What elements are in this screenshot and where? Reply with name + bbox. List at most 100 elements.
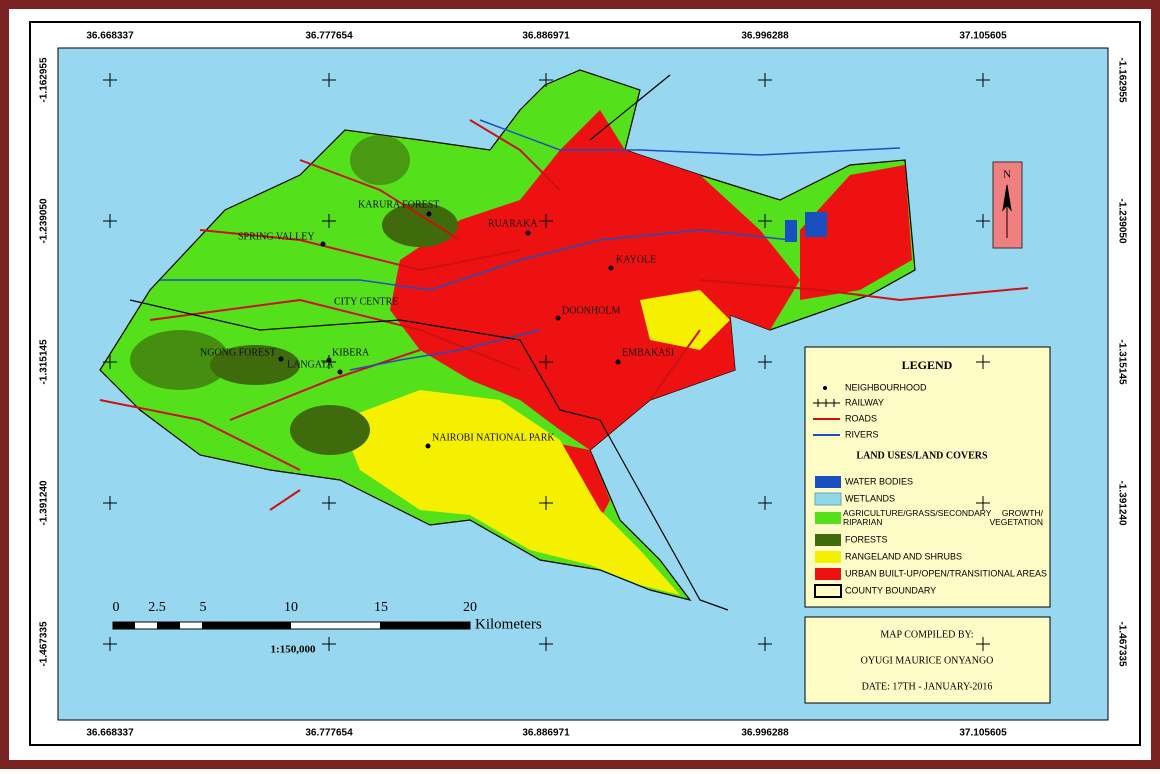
legend-label: RIVERS [845, 429, 879, 439]
graticule-cross [539, 214, 553, 228]
graticule: 36.668337 36.668337 36.777654 36.777654 36.8… [39, 31, 1128, 739]
y-coordinate-label: -1.391240 [1116, 480, 1127, 525]
place-point [425, 443, 431, 449]
legend-label: ROADS [845, 413, 877, 423]
place-label: NGONG FOREST [200, 347, 276, 358]
x-coordinate-label: 36.777654 [305, 31, 353, 42]
legend-swatch [815, 476, 841, 488]
place-label: DOONHOLM [562, 305, 620, 316]
legend-label: RANGELAND AND SHRUBS [845, 551, 962, 561]
legend-swatch [815, 568, 841, 580]
x-coordinate-label: 37.105605 [959, 728, 1007, 739]
x-coordinate-label: 36.996288 [741, 31, 789, 42]
scale-label: 10 [284, 600, 298, 615]
forest [382, 203, 458, 247]
scale-bar: 0 2.5 5 10 15 20 Kilometers 1:150,000 [112, 600, 542, 656]
x-coordinate-label: 36.668337 [86, 728, 134, 739]
place-label: KAYOLE [616, 254, 656, 265]
graticule-cross [103, 637, 117, 651]
y-coordinate-label: -1.315145 [39, 339, 50, 384]
credits-date: DATE: 17TH - JANUARY-2016 [862, 681, 993, 692]
forest [210, 345, 300, 385]
y-coordinate-label: -1.467335 [39, 621, 50, 666]
place-labels: KARURA FOREST SPRING VALLEY RUARAKA KAYO… [200, 199, 674, 449]
graticule-cross [322, 496, 336, 510]
place-point [615, 359, 621, 365]
legend-title: LEGEND [902, 358, 953, 372]
place-point [337, 369, 343, 375]
x-coordinate-label: 36.668337 [86, 31, 134, 42]
roads [99, 119, 1029, 511]
north-label: N [1003, 169, 1011, 181]
graticule-cross [103, 355, 117, 369]
scale-segment [157, 622, 180, 629]
legend-label: URBAN BUILT-UP/OPEN/TRANSITIONAL AREAS [845, 568, 1047, 578]
place-point [555, 315, 561, 321]
scale-label: 20 [463, 600, 477, 615]
y-coordinate-label: -1.315145 [1116, 339, 1127, 384]
graticule-cross [539, 355, 553, 369]
y-coordinate-label: -1.162955 [39, 57, 50, 102]
rangeland [340, 390, 680, 595]
place-label: LANGATA [287, 359, 334, 370]
neatline [29, 21, 1141, 746]
graticule-cross [322, 214, 336, 228]
legend-label: NEIGHBOURHOOD [845, 382, 927, 392]
scale-segment [380, 622, 470, 629]
graticule-cross [758, 73, 772, 87]
graticule-cross [976, 73, 990, 87]
graticule-cross [976, 637, 990, 651]
x-coordinate-label: 36.886971 [522, 31, 570, 42]
graticule-cross [322, 73, 336, 87]
legend-label: WATER BODIES [845, 476, 913, 486]
graticule-cross [539, 496, 553, 510]
y-coordinate-label: -1.239050 [1116, 198, 1127, 243]
forest [130, 330, 230, 390]
place-label: EMBAKASI [622, 347, 674, 358]
scale-label: 2.5 [148, 600, 166, 615]
north-arrow: N [992, 161, 1023, 249]
graticule-cross [758, 355, 772, 369]
legend: LEGEND NEIGHBOURHOOD RAILWAY ROADS RIVER… [804, 346, 1051, 608]
credits-box [804, 616, 1051, 704]
graticule-cross [976, 355, 990, 369]
scale-label: 5 [200, 600, 207, 615]
legend-label: RAILWAY [845, 397, 884, 407]
graticule-cross [103, 496, 117, 510]
rivers [160, 119, 901, 371]
place-label: RUARAKA [488, 218, 538, 229]
urban-area [390, 110, 800, 450]
graticule-cross [976, 214, 990, 228]
legend-label: WETLANDS [845, 493, 895, 503]
place-point [426, 211, 432, 217]
graticule-cross [976, 496, 990, 510]
legend-section-title: LAND USES/LAND COVERS [856, 450, 988, 461]
water-body [785, 220, 797, 242]
place-point [278, 356, 284, 362]
scale-label: 0 [113, 600, 120, 615]
graticule-cross [539, 637, 553, 651]
railway [129, 74, 729, 611]
rangeland-east [640, 290, 730, 350]
legend-swatch [814, 584, 842, 598]
x-coordinate-label: 36.777654 [305, 728, 353, 739]
north-symbol [1002, 184, 1012, 238]
x-coordinate-label: 36.996288 [741, 728, 789, 739]
legend-swatch [814, 492, 842, 506]
water-body [805, 212, 827, 237]
place-label: NAIROBI NATIONAL PARK [432, 432, 555, 443]
credits: MAP COMPILED BY: OYUGI MAURICE ONYANGO D… [804, 616, 1051, 704]
graticule-cross [539, 73, 553, 87]
forest [290, 405, 370, 455]
y-coordinate-label: -1.391240 [39, 480, 50, 525]
place-label: SPRING VALLEY [238, 231, 315, 242]
north-box [992, 161, 1023, 249]
place-label: KARURA FOREST [358, 199, 439, 210]
graticule-cross [758, 637, 772, 651]
credits-author: OYUGI MAURICE ONYANGO [861, 655, 994, 666]
graticule-cross [758, 496, 772, 510]
legend-swatch [815, 534, 841, 546]
graticule-cross [103, 73, 117, 87]
legend-swatch [815, 512, 841, 524]
